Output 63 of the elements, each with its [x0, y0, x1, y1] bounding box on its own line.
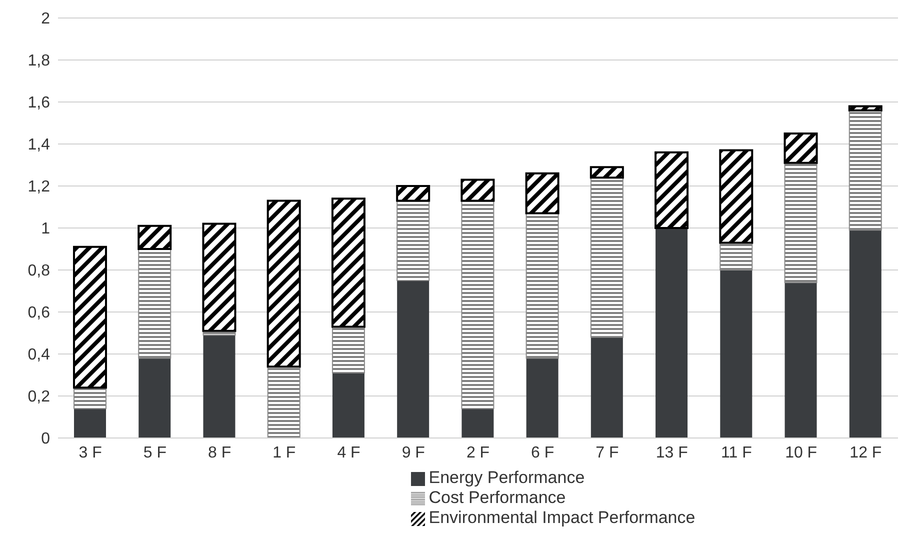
y-tick-label: 0,4	[28, 346, 50, 364]
y-tick-label: 2	[41, 10, 50, 28]
bar	[461, 200, 494, 410]
y-tick-label: 1,4	[28, 136, 50, 154]
bar	[590, 177, 624, 338]
bar	[720, 242, 753, 270]
bar	[849, 230, 882, 438]
x-tick-label: 10 F	[785, 444, 818, 462]
bar	[460, 178, 495, 202]
bar	[138, 248, 172, 359]
y-tick-label: 1,6	[28, 94, 50, 112]
bar	[719, 149, 754, 244]
bar	[74, 387, 106, 410]
bar	[720, 270, 752, 438]
bar	[397, 280, 430, 438]
bar	[202, 222, 236, 332]
bar	[784, 282, 817, 438]
x-tick-label: 3 F	[78, 444, 102, 462]
bar	[654, 151, 689, 229]
x-tick-label: 2 F	[466, 444, 490, 462]
y-tick-label: 1,2	[28, 178, 50, 196]
bar	[462, 408, 494, 438]
x-tick-label: 1 F	[272, 444, 296, 462]
bar	[266, 200, 301, 368]
y-tick-label: 0	[41, 430, 50, 448]
bar	[396, 200, 430, 281]
x-tick-label: 12 F	[850, 444, 882, 462]
x-tick-label: 4 F	[337, 444, 361, 462]
bar	[656, 228, 688, 438]
bar	[203, 335, 236, 438]
bar	[74, 408, 106, 438]
bar	[73, 246, 107, 389]
x-tick-label: 6 F	[531, 444, 554, 462]
bar	[525, 172, 560, 214]
bar	[784, 162, 818, 284]
bar	[526, 358, 558, 438]
y-tick-label: 0,2	[28, 388, 50, 406]
bar	[590, 337, 623, 438]
y-tick-label: 1	[41, 220, 50, 238]
legend-label: Energy Performance	[428, 468, 585, 487]
bar	[396, 185, 430, 202]
bar	[848, 105, 882, 112]
y-tick-label: 0,8	[28, 262, 50, 280]
bar	[267, 366, 300, 438]
y-tick-label: 1,8	[28, 52, 50, 70]
x-tick-label: 5 F	[143, 444, 167, 462]
legend-label: Environmental Impact Performance	[428, 508, 696, 527]
bar	[590, 166, 624, 179]
x-tick-label: 11 F	[721, 444, 752, 462]
x-tick-label: 7 F	[596, 444, 620, 462]
x-tick-label: 8 F	[208, 444, 232, 462]
bar	[848, 110, 882, 231]
bar	[332, 326, 365, 374]
y-tick-label: 0,6	[28, 304, 50, 322]
bar	[784, 132, 818, 164]
x-tick-label: 9 F	[402, 444, 426, 462]
bar	[138, 224, 172, 250]
bar	[526, 212, 559, 359]
bar	[332, 372, 364, 438]
bar	[138, 358, 171, 438]
bar	[331, 198, 366, 328]
x-tick-label: 13 F	[656, 444, 688, 462]
legend-label: Cost Performance	[428, 488, 566, 507]
